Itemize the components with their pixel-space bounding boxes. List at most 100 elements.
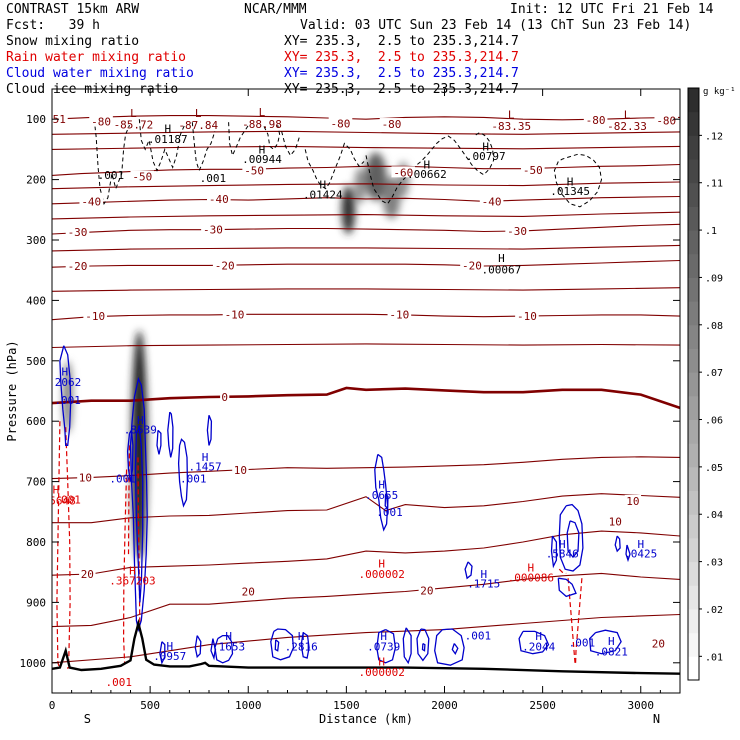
extremum-symbol: L bbox=[130, 107, 137, 120]
snow-contour bbox=[553, 153, 603, 208]
extremum-symbol: H bbox=[378, 656, 385, 669]
contour-value-label: .001 bbox=[376, 506, 403, 519]
x-tick-label: 2000 bbox=[431, 699, 458, 712]
temperature-contour bbox=[52, 223, 680, 235]
field-xy: XY= 235.3, 2.5 to 235.3,214.7 bbox=[284, 34, 519, 49]
extremum-value: .15648 bbox=[36, 494, 76, 507]
temperature-label: -30 bbox=[507, 225, 527, 238]
colorbar-tick-label: .08 bbox=[705, 321, 723, 332]
contour-value-label: .001 bbox=[200, 172, 227, 185]
colorbar-tick-label: .11 bbox=[705, 179, 723, 190]
temperature-contour bbox=[52, 244, 680, 252]
temperature-label: 10 bbox=[79, 471, 92, 484]
label-bg bbox=[65, 226, 90, 238]
colorbar-segment bbox=[688, 514, 699, 539]
temperature-label: -10 bbox=[389, 308, 409, 321]
colorbar-segment bbox=[688, 608, 699, 634]
label-bg bbox=[607, 515, 624, 527]
extremum-value: .0655 bbox=[365, 489, 398, 502]
label-bg bbox=[207, 192, 231, 204]
extremum-value: .2816 bbox=[285, 640, 318, 653]
extremum-symbol: H bbox=[482, 140, 489, 153]
rain-contour bbox=[122, 469, 128, 663]
colorbar-tick-label: .03 bbox=[705, 558, 723, 569]
cloud-water-contour bbox=[614, 535, 621, 553]
colorbar-tick-label: .05 bbox=[705, 463, 723, 474]
mixing-ratio-shade bbox=[354, 167, 366, 204]
rain-contour bbox=[575, 578, 583, 663]
extremum-symbol: L bbox=[195, 107, 202, 120]
colorbar-tick-label: .07 bbox=[705, 368, 723, 379]
label-bg bbox=[130, 170, 155, 182]
forecast-hour: Fcst: 39 h bbox=[6, 18, 100, 33]
y-tick-label: 400 bbox=[26, 294, 46, 307]
temperature-contour bbox=[52, 493, 680, 524]
extremum-value: -87.84 bbox=[178, 119, 218, 132]
field-xy: XY= 235.3, 2.5 to 235.3,214.7 bbox=[284, 66, 519, 81]
temperature-label: 20 bbox=[81, 568, 94, 581]
label-bg bbox=[583, 113, 608, 125]
extremum-symbol: L bbox=[508, 108, 515, 121]
cloud-water-contour bbox=[194, 635, 202, 659]
extremum-value: .000002 bbox=[359, 568, 405, 581]
cloud-water-contour bbox=[566, 520, 580, 559]
temperature-label: 20 bbox=[652, 637, 665, 650]
colorbar-segment bbox=[688, 466, 699, 492]
temperature-label: -30 bbox=[203, 224, 223, 237]
label-bg bbox=[479, 195, 504, 207]
snow-contour bbox=[191, 122, 216, 172]
colorbar-segment bbox=[688, 111, 699, 136]
cloud-water-contour bbox=[270, 628, 295, 661]
temperature-contour bbox=[52, 613, 680, 664]
temperature-contour bbox=[52, 530, 680, 576]
north-label: N bbox=[653, 712, 660, 726]
colorbar-segment bbox=[688, 301, 699, 326]
temperature-label: 10 bbox=[234, 464, 247, 477]
label-bg bbox=[379, 118, 404, 130]
temperature-contour bbox=[52, 386, 680, 410]
label-bg bbox=[650, 637, 667, 649]
field-label: Rain water mixing ratio bbox=[6, 50, 187, 65]
temperature-label: 10 bbox=[609, 515, 622, 528]
extremum-value: .2044 bbox=[522, 640, 555, 653]
cloud-water-contour bbox=[550, 535, 558, 569]
extremum-value: .1653 bbox=[212, 640, 245, 653]
temperature-contour bbox=[52, 259, 680, 268]
cloud-water-contour bbox=[206, 414, 213, 446]
snow-contour bbox=[263, 125, 281, 151]
extremum-value: -85.72 bbox=[114, 119, 154, 132]
temperature-label: 10 bbox=[626, 495, 639, 508]
extremum-value: .00944 bbox=[242, 153, 282, 166]
extremum-value: .5846 bbox=[546, 547, 579, 560]
label-bg bbox=[222, 308, 247, 320]
extremum-symbol: H bbox=[129, 564, 136, 577]
cloud-water-contour bbox=[134, 424, 144, 603]
field-label: Snow mixing ratio bbox=[6, 34, 140, 49]
extremum-value: .00067 bbox=[482, 264, 522, 277]
extremum-symbol: H bbox=[202, 451, 209, 464]
x-tick-label: 2500 bbox=[529, 699, 556, 712]
cloud-water-contour bbox=[274, 639, 280, 652]
extremum-value: .8539 bbox=[124, 424, 157, 437]
y-tick-label: 300 bbox=[26, 234, 46, 247]
south-label: S bbox=[84, 712, 91, 726]
cloud-water-contour bbox=[129, 376, 148, 633]
extremum-value: -88.98 bbox=[242, 118, 282, 131]
colorbar-tick-label: .09 bbox=[705, 273, 723, 284]
cloud-water-contour bbox=[376, 629, 397, 664]
y-tick-label: 900 bbox=[26, 596, 46, 609]
temperature-contour bbox=[52, 343, 680, 349]
extremum-symbol: H bbox=[567, 175, 574, 188]
x-tick-label: 0 bbox=[49, 699, 56, 712]
extremum-symbol: H bbox=[535, 630, 542, 643]
extremum-symbol: H bbox=[498, 252, 505, 265]
temperature-label: 0 bbox=[221, 391, 228, 404]
colorbar-frame bbox=[687, 87, 700, 681]
colorbar-tick-label: .12 bbox=[705, 131, 723, 142]
cloud-water-contour bbox=[518, 630, 550, 655]
mixing-ratio-shade bbox=[341, 185, 356, 234]
extremum-value: .01187 bbox=[148, 133, 188, 146]
snow-contour bbox=[304, 142, 365, 190]
contour-value-label: .001 bbox=[109, 473, 136, 486]
temperature-label: -80 bbox=[586, 114, 606, 127]
